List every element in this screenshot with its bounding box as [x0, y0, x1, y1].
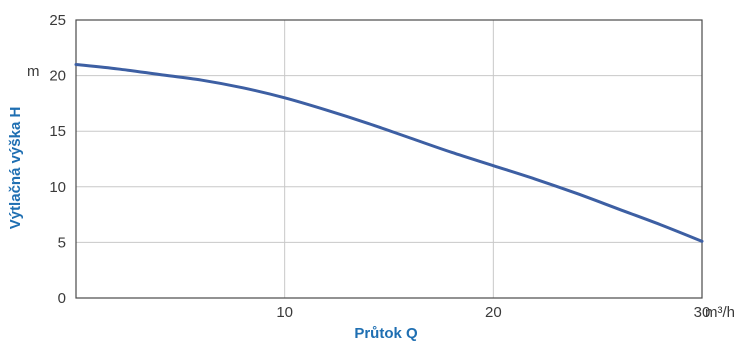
series-layer [74, 62, 704, 243]
plot-frame [75, 19, 703, 299]
y-tick-labels: 0 5 10 15 20 25 [49, 12, 66, 307]
x-tick-label-30: 30 [694, 304, 711, 321]
y-tick-label-15: 15 [49, 123, 66, 140]
y-tick-label-0: 0 [58, 290, 66, 307]
y-tick-label-10: 10 [49, 179, 66, 196]
y-tick-label-5: 5 [58, 234, 66, 251]
y-tick-label-25: 25 [49, 12, 66, 29]
x-tick-label-20: 20 [485, 304, 502, 321]
x-axis-title: Průtok Q [354, 325, 418, 342]
x-tick-labels: 10 20 30 [276, 304, 710, 321]
y-tick-label-20: 20 [49, 68, 66, 85]
y-axis-unit: m [27, 63, 40, 80]
x-axis-unit: m³/h [705, 304, 735, 321]
grid-lines [76, 20, 702, 298]
x-tick-label-10: 10 [276, 304, 293, 321]
y-axis-title: Výtlačná výška H [7, 107, 24, 230]
pump-curve-line-0 [74, 62, 704, 243]
